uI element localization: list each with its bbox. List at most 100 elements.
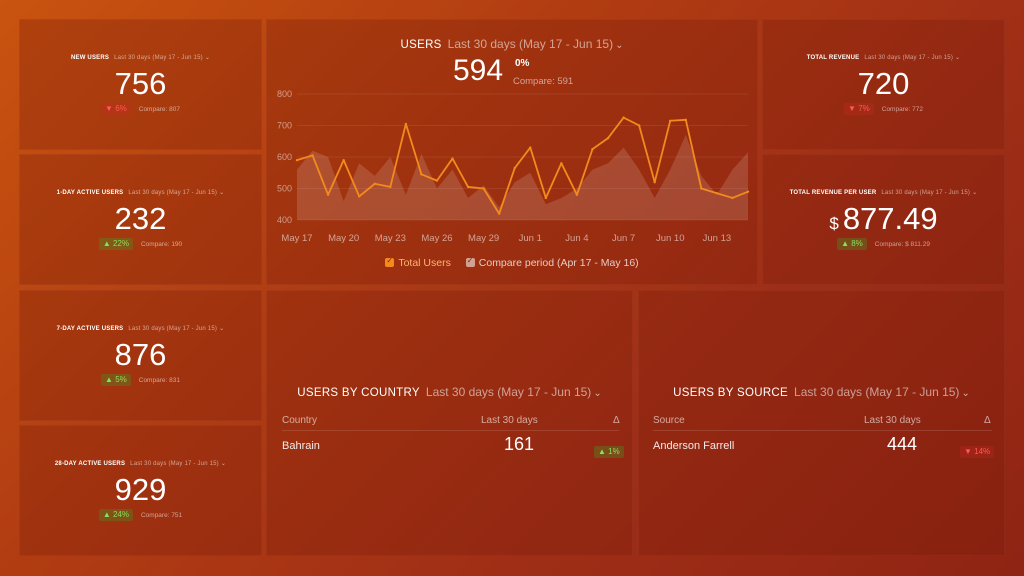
- kpi-title: TOTAL REVENUE PER USER: [789, 190, 877, 196]
- data-point: [373, 182, 376, 185]
- kpi-title: NEW USERS: [70, 55, 110, 61]
- chevron-down-icon[interactable]: ⌄: [593, 388, 602, 399]
- chevron-down-icon[interactable]: ⌄: [219, 190, 225, 196]
- legend-total-users[interactable]: Total Users: [385, 256, 451, 269]
- compare-text: Compare: 807: [138, 106, 180, 113]
- data-point: [513, 166, 516, 170]
- kpi-28-day-active-users: 28-DAY ACTIVE USERS Last 30 days (May 17 …: [19, 425, 262, 556]
- kpi-value: 877.49: [842, 201, 938, 236]
- users-line-chart: 400 500 600 700 800 May 17 May 20 May 23 May 26 M…: [277, 89, 750, 244]
- chart-title: USERS: [400, 39, 442, 51]
- compare-text: Compare: 751: [140, 512, 183, 519]
- chart-legend: Total Users Compare period (Apr 17 - May…: [267, 256, 757, 269]
- kpi-value: 720: [857, 66, 910, 101]
- delta-badge: ▼ 7%: [844, 103, 874, 115]
- legend-compare-period[interactable]: Compare period (Apr 17 - May 16): [465, 256, 639, 269]
- date-range-dropdown[interactable]: Last 30 days (May 17 - Jun 15): [128, 190, 218, 196]
- data-point: [731, 196, 734, 200]
- chart-value: 594: [453, 54, 504, 87]
- kpi-total-revenue: TOTAL REVENUE Last 30 days (May 17 - Jun …: [762, 19, 1005, 150]
- kpi-value: 756: [114, 66, 167, 101]
- table-title: USERS BY SOURCE: [673, 387, 789, 399]
- users-chart-card: USERS Last 30 days (May 17 - Jun 15) ⌄ 594…: [266, 19, 758, 285]
- chevron-down-icon[interactable]: ⌄: [972, 190, 978, 196]
- data-point: [342, 158, 345, 162]
- x-tick-label: May 20: [328, 233, 359, 244]
- delta-badge: ▼ 14%: [960, 446, 995, 458]
- kpi-title: TOTAL REVENUE: [806, 55, 860, 61]
- kpi-value: 929: [114, 472, 167, 507]
- source-value: 444: [887, 434, 918, 454]
- x-tick-label: Jun 7: [612, 233, 635, 244]
- data-point: [622, 116, 625, 119]
- kpi-total-revenue-per-user: TOTAL REVENUE PER USER Last 30 days (May …: [762, 154, 1005, 285]
- data-point: [637, 124, 641, 127]
- chevron-down-icon[interactable]: ⌄: [961, 388, 970, 399]
- y-tick-label: 800: [277, 89, 292, 99]
- data-point: [684, 118, 687, 122]
- data-point: [746, 190, 750, 193]
- y-tick-label: 400: [277, 215, 292, 225]
- y-tick-label: 500: [277, 184, 292, 194]
- data-point: [389, 185, 392, 189]
- data-point: [669, 119, 672, 122]
- checkbox-icon[interactable]: [465, 256, 475, 267]
- data-point: [715, 192, 719, 195]
- data-point: [653, 181, 656, 184]
- data-point: [311, 154, 314, 157]
- data-point: [451, 157, 454, 160]
- currency-symbol: $: [829, 214, 839, 233]
- chevron-down-icon[interactable]: ⌄: [204, 55, 211, 61]
- date-range-dropdown[interactable]: Last 30 days (May 17 - Jun 15): [128, 326, 218, 332]
- data-point: [700, 187, 703, 190]
- x-tick-label: May 17: [281, 233, 312, 244]
- delta-badge: ▲ 8%: [837, 238, 867, 250]
- chevron-down-icon[interactable]: ⌄: [955, 55, 961, 61]
- date-range-dropdown[interactable]: Last 30 days (May 17 - Jun 15): [425, 385, 592, 399]
- kpi-value: 232: [114, 201, 167, 236]
- divider: [282, 430, 619, 431]
- kpi-new-users: NEW USERS Last 30 days (May 17 - Jun 15) ⌄…: [19, 19, 262, 150]
- data-point: [420, 173, 423, 176]
- delta-badge: ▲ 22%: [98, 238, 133, 250]
- x-tick-label: Jun 1: [519, 233, 542, 244]
- x-tick-label: May 29: [468, 233, 499, 244]
- data-point: [295, 158, 299, 162]
- data-point: [544, 196, 548, 200]
- date-range-dropdown[interactable]: Last 30 days (May 17 - Jun 15): [881, 190, 971, 196]
- date-range-dropdown[interactable]: Last 30 days (May 17 - Jun 15): [114, 55, 203, 61]
- compare-text: Compare: $ 811.29: [874, 241, 930, 248]
- kpi-value: 876: [114, 337, 167, 372]
- y-tick-label: 600: [277, 152, 292, 162]
- users-by-source-card: USERS BY SOURCE Last 30 days (May 17 - Ju…: [638, 290, 1005, 556]
- kpi-title: 1-DAY ACTIVE USERS: [56, 190, 124, 196]
- x-tick-label: Jun 13: [703, 233, 732, 244]
- data-point: [606, 136, 610, 140]
- chevron-down-icon[interactable]: ⌄: [219, 326, 225, 332]
- chart-compare-text: Compare: 591: [513, 76, 574, 87]
- data-point: [497, 212, 501, 215]
- column-header-delta: Δ: [613, 415, 620, 426]
- compare-period-area: [297, 134, 748, 220]
- compare-text: Compare: 831: [138, 377, 180, 384]
- date-range-dropdown[interactable]: Last 30 days (May 17 - Jun 15): [794, 385, 960, 399]
- chevron-down-icon[interactable]: ⌄: [220, 461, 227, 467]
- data-point: [560, 162, 563, 165]
- table-title: USERS BY COUNTRY: [297, 387, 420, 399]
- compare-text: Compare: 772: [881, 106, 923, 113]
- chevron-down-icon[interactable]: ⌄: [615, 40, 624, 51]
- country-value: 161: [504, 434, 535, 454]
- column-header-source: Source: [653, 415, 685, 426]
- x-tick-label: Jun 10: [656, 233, 685, 244]
- data-point: [482, 187, 485, 190]
- date-range-dropdown[interactable]: Last 30 days (May 17 - Jun 15): [864, 55, 954, 61]
- date-range-dropdown[interactable]: Last 30 days (May 17 - Jun 15): [447, 37, 614, 51]
- date-range-dropdown[interactable]: Last 30 days (May 17 - Jun 15): [130, 461, 219, 467]
- chart-pct-change: 0%: [515, 58, 530, 69]
- kpi-title: 28-DAY ACTIVE USERS: [54, 461, 126, 467]
- kpi-7-day-active-users: 7-DAY ACTIVE USERS Last 30 days (May 17 -…: [19, 290, 262, 421]
- delta-cell: ▲ 1%: [594, 441, 624, 459]
- data-point: [591, 147, 594, 151]
- checkbox-icon[interactable]: [385, 256, 395, 267]
- column-header-last-30-days: Last 30 days: [864, 415, 921, 426]
